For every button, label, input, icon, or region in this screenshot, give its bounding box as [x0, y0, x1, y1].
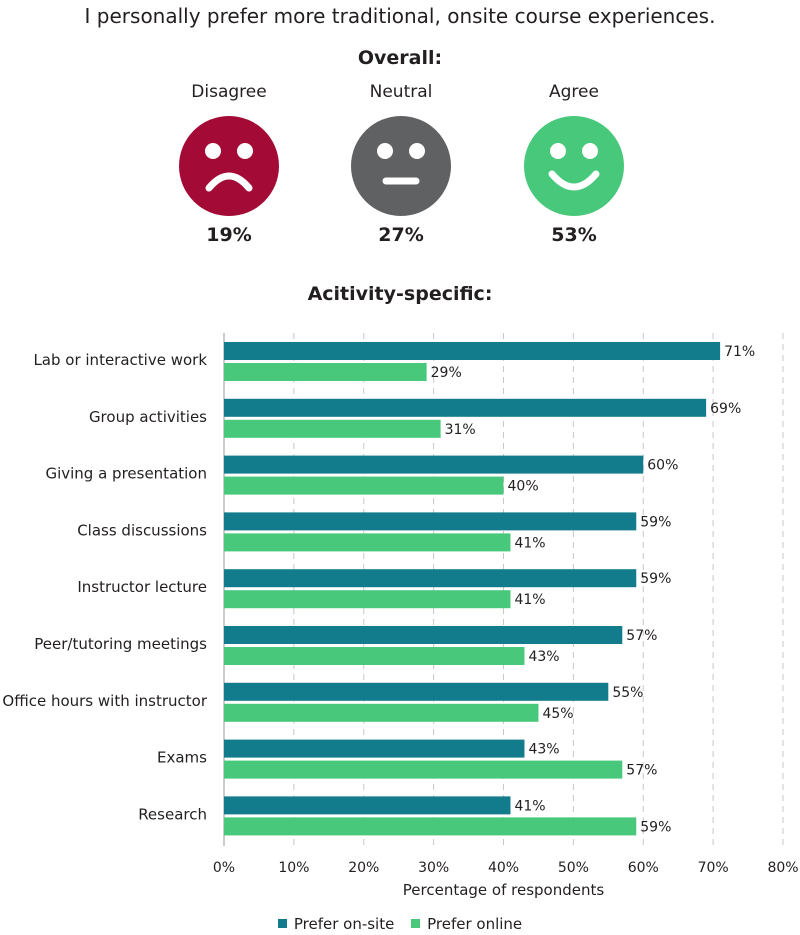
bar-onsite — [224, 342, 721, 360]
x-tick-label: 70% — [698, 860, 729, 876]
value-label-online: 43% — [528, 649, 559, 665]
x-tick-label: 20% — [348, 860, 379, 876]
page-title: I personally prefer more traditional, on… — [84, 4, 716, 28]
bar-online — [224, 817, 637, 836]
value-label-onsite: 43% — [528, 742, 559, 758]
bar-onsite — [224, 455, 644, 474]
bar-online — [224, 590, 511, 609]
bar-online — [224, 419, 441, 438]
x-axis-title: Percentage of respondents — [403, 881, 605, 899]
value-label-onsite: 55% — [612, 685, 643, 701]
value-label-online: 45% — [542, 706, 573, 722]
legend-item-onsite: Prefer on-site — [277, 915, 395, 933]
legend-label-online: Prefer online — [427, 915, 523, 933]
value-label-online: 57% — [626, 763, 657, 779]
value-label-onsite: 41% — [514, 798, 545, 814]
neutral-face-icon — [351, 116, 451, 216]
legend-swatch-online — [411, 919, 421, 928]
agree-summary: Agree 53% — [494, 80, 654, 246]
value-label-online: 59% — [640, 819, 671, 835]
bar-onsite — [224, 796, 511, 815]
bar-onsite — [224, 512, 637, 531]
bar-onsite — [224, 739, 525, 758]
category-label: Lab or interactive work — [33, 351, 207, 369]
disagree-summary: Disagree 19% — [149, 80, 309, 246]
value-label-online: 41% — [514, 535, 545, 551]
x-tick-label: 40% — [488, 860, 519, 876]
legend-item-online: Prefer online — [411, 915, 522, 933]
value-label-onsite: 71% — [724, 344, 755, 360]
category-label: Exams — [157, 749, 207, 767]
neutral-summary: Neutral 27% — [321, 80, 481, 246]
agree-percent: 53% — [551, 224, 597, 246]
agree-label: Agree — [549, 82, 599, 102]
bar-online — [224, 363, 427, 381]
value-label-online: 31% — [445, 422, 476, 438]
x-tick-label: 0% — [213, 860, 235, 876]
disagree-percent: 19% — [206, 224, 252, 246]
disagree-label: Disagree — [191, 82, 267, 102]
happy-face-icon — [524, 116, 624, 216]
bar-online — [224, 703, 539, 722]
legend-label-onsite: Prefer on-site — [293, 915, 395, 933]
category-label: Peer/tutoring meetings — [34, 635, 207, 653]
value-label-onsite: 60% — [647, 458, 678, 474]
chart-legend: Prefer on-site Prefer online — [0, 915, 800, 933]
neutral-label: Neutral — [369, 82, 433, 102]
x-tick-label: 30% — [418, 860, 449, 876]
bar-online — [224, 647, 525, 665]
value-label-onsite: 69% — [710, 401, 741, 417]
bar-onsite — [224, 569, 637, 588]
sad-face-icon — [179, 116, 279, 216]
x-tick-label: 50% — [558, 860, 589, 876]
neutral-percent: 27% — [378, 224, 424, 246]
x-tick-label: 10% — [278, 860, 309, 876]
category-label: Class discussions — [77, 521, 207, 539]
category-label: Instructor lecture — [77, 578, 207, 596]
activity-heading: Acitivity-specific: — [307, 283, 493, 305]
x-tick-label: 60% — [628, 860, 659, 876]
value-label-online: 40% — [508, 479, 539, 495]
bar-online — [224, 476, 504, 495]
bar-onsite — [224, 626, 623, 644]
bar-onsite — [224, 398, 707, 417]
bar-onsite — [224, 682, 609, 701]
bar-online — [224, 760, 623, 779]
category-label: Giving a presentation — [45, 465, 207, 483]
bar-online — [224, 533, 511, 552]
x-tick-label: 80% — [767, 860, 798, 876]
value-label-onsite: 57% — [626, 628, 657, 644]
value-label-online: 29% — [431, 365, 462, 381]
category-label: Research — [138, 805, 207, 823]
value-label-online: 41% — [514, 592, 545, 608]
legend-swatch-onsite — [277, 919, 287, 928]
overall-heading: Overall: — [357, 47, 443, 69]
value-label-onsite: 59% — [640, 571, 671, 587]
value-label-onsite: 59% — [640, 514, 671, 530]
category-label: Group activities — [89, 408, 207, 426]
category-label: Office hours with instructor — [2, 692, 207, 710]
